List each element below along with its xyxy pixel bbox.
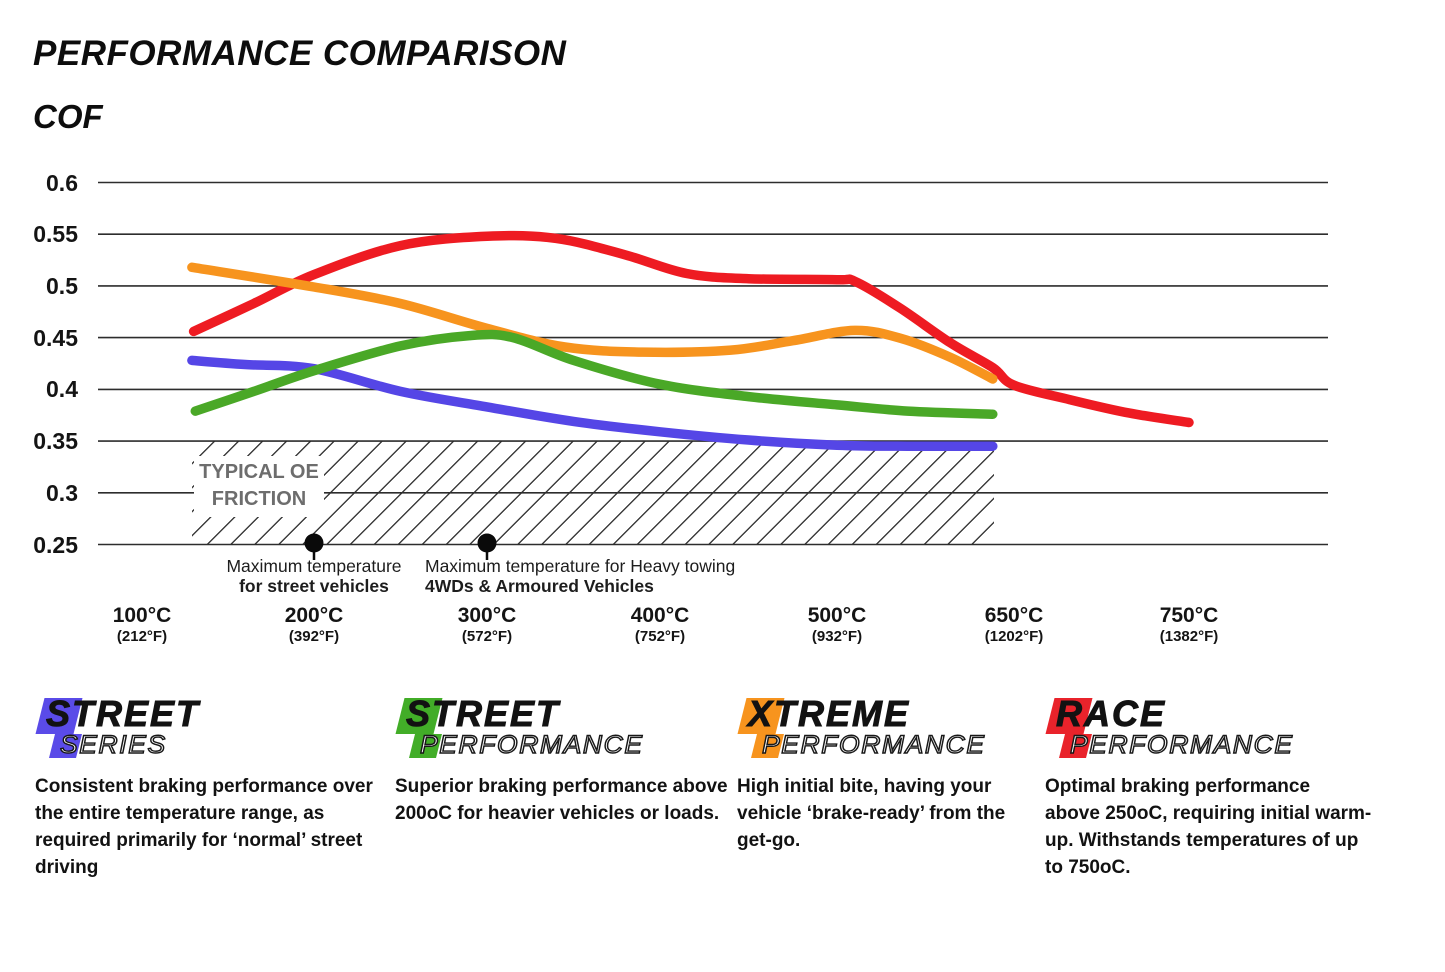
race-performance-logo: RACE PERFORMANCE (1045, 693, 1385, 762)
logo-word-secondary: PERFORMANCE (1069, 730, 1294, 759)
street-series-logo: STREET SERIES (35, 693, 375, 762)
page-title: PERFORMANCE COMPARISON (33, 34, 567, 73)
max-temp-marker-300c (477, 533, 497, 553)
legend-description: Superior braking performance above 200oC… (395, 776, 728, 824)
logo-word-primary: STREET (45, 693, 201, 735)
legend-description: Consistent braking performance over the … (35, 776, 373, 878)
legend-description: High initial bite, having your vehicle ‘… (737, 776, 1006, 851)
logo-word-primary: RACE (1055, 693, 1167, 735)
logo-word-secondary: PERFORMANCE (761, 730, 986, 759)
legend-street-series: STREET SERIES Consistent braking perform… (35, 693, 387, 881)
typical-oe-friction-label: TYPICAL OE FRICTION (194, 456, 324, 517)
max-temp-marker-200c (304, 533, 324, 553)
street-performance-logo: STREET PERFORMANCE (395, 693, 735, 762)
legend-description: Optimal braking performance above 250oC,… (1045, 776, 1372, 878)
logo-word-secondary: PERFORMANCE (419, 730, 644, 759)
xtreme-performance-logo: XTREME PERFORMANCE (737, 693, 1077, 762)
logo-word-primary: XTREME (747, 693, 911, 735)
series-line-street-performance (190, 329, 998, 419)
legend-street-performance: STREET PERFORMANCE Superior braking perf… (395, 693, 747, 827)
series-line-xtreme-performance (187, 262, 998, 384)
legend-race-performance: RACE PERFORMANCE Optimal braking perform… (1045, 693, 1397, 881)
legend-xtreme-performance: XTREME PERFORMANCE High initial bite, ha… (737, 693, 1077, 854)
series-line-race-performance (188, 230, 1194, 428)
y-axis-label: COF (33, 98, 103, 135)
logo-word-secondary: SERIES (59, 730, 167, 759)
logo-word-primary: STREET (405, 693, 561, 735)
